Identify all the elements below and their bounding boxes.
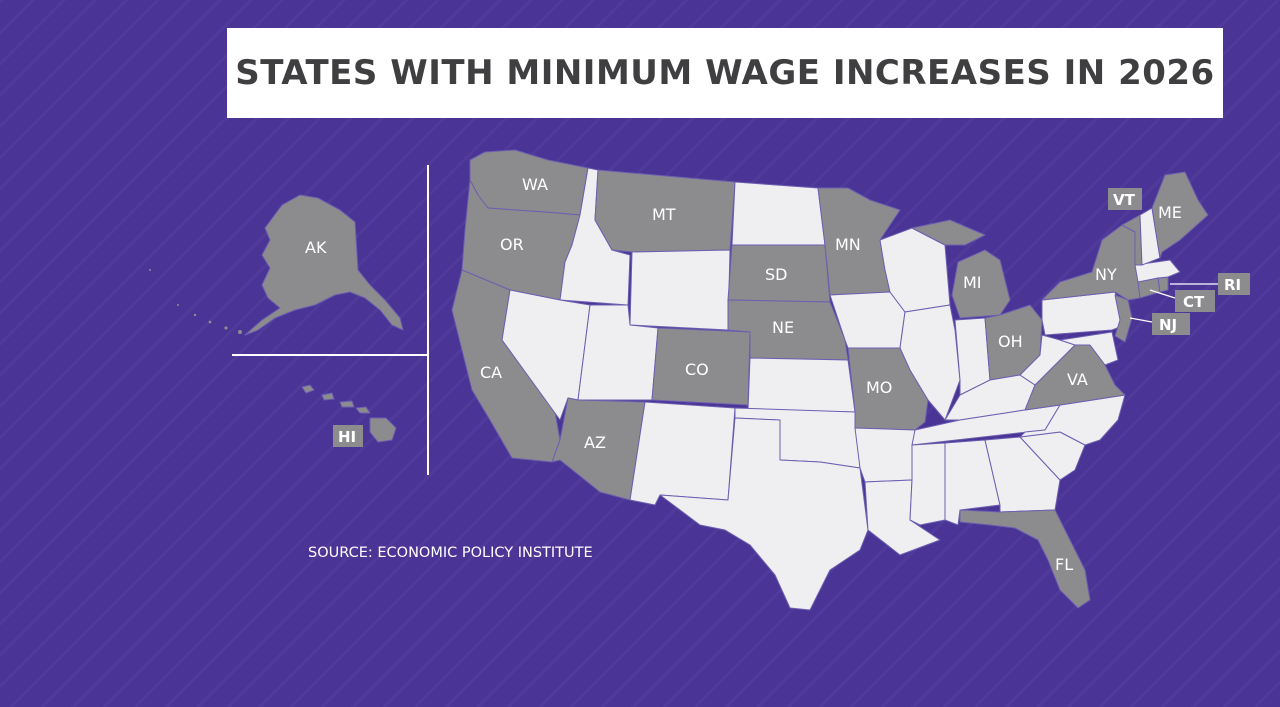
state-me xyxy=(1151,171,1209,259)
state-ks xyxy=(747,357,856,413)
tag-ri: RI xyxy=(1170,273,1250,295)
state-fl xyxy=(959,509,1091,609)
source-note: SOURCE: ECONOMIC POLICY INSTITUTE xyxy=(308,545,593,561)
label-mt: MT xyxy=(652,205,676,224)
state-vt xyxy=(1121,214,1143,266)
state-wy xyxy=(629,249,731,331)
label-oh: OH xyxy=(998,332,1023,351)
state-nm xyxy=(629,401,736,506)
tag-nj: NJ xyxy=(1129,313,1190,335)
label-sd: SD xyxy=(765,265,787,284)
label-va: VA xyxy=(1067,370,1088,389)
tag-hi: HI xyxy=(333,425,363,447)
state-nd xyxy=(731,181,826,246)
state-mi xyxy=(911,219,1011,319)
label-mi: MI xyxy=(963,273,982,292)
label-or: OR xyxy=(500,235,524,254)
label-ak: AK xyxy=(305,238,327,257)
map-title: STATES WITH MINIMUM WAGE INCREASES IN 20… xyxy=(235,53,1215,93)
state-md xyxy=(1059,331,1119,366)
label-vt: VT xyxy=(1113,191,1136,209)
state-ms xyxy=(909,442,946,526)
label-wa: WA xyxy=(522,175,548,194)
state-tx xyxy=(659,417,869,611)
alaska-islands xyxy=(149,269,242,334)
label-ny: NY xyxy=(1095,265,1117,284)
state-ri xyxy=(1157,276,1169,293)
state-ma xyxy=(1134,259,1181,283)
label-ri: RI xyxy=(1224,276,1241,294)
label-co: CO xyxy=(685,360,709,379)
title-box: STATES WITH MINIMUM WAGE INCREASES IN 20… xyxy=(227,28,1223,118)
label-ct: CT xyxy=(1183,293,1205,311)
state-ny xyxy=(1041,224,1141,301)
tag-ct: CT xyxy=(1149,289,1215,312)
state-hi xyxy=(301,384,397,443)
tag-vt: VT xyxy=(1108,188,1142,210)
label-mn: MN xyxy=(835,235,861,254)
label-fl: FL xyxy=(1055,555,1073,574)
label-az: AZ xyxy=(584,433,606,452)
label-me: ME xyxy=(1158,203,1182,222)
label-hi: HI xyxy=(338,428,356,446)
label-mo: MO xyxy=(866,378,892,397)
label-nj: NJ xyxy=(1159,316,1177,334)
label-ca: CA xyxy=(480,363,502,382)
state-ar xyxy=(854,427,916,483)
label-ne: NE xyxy=(772,318,794,337)
state-ak xyxy=(244,194,404,336)
